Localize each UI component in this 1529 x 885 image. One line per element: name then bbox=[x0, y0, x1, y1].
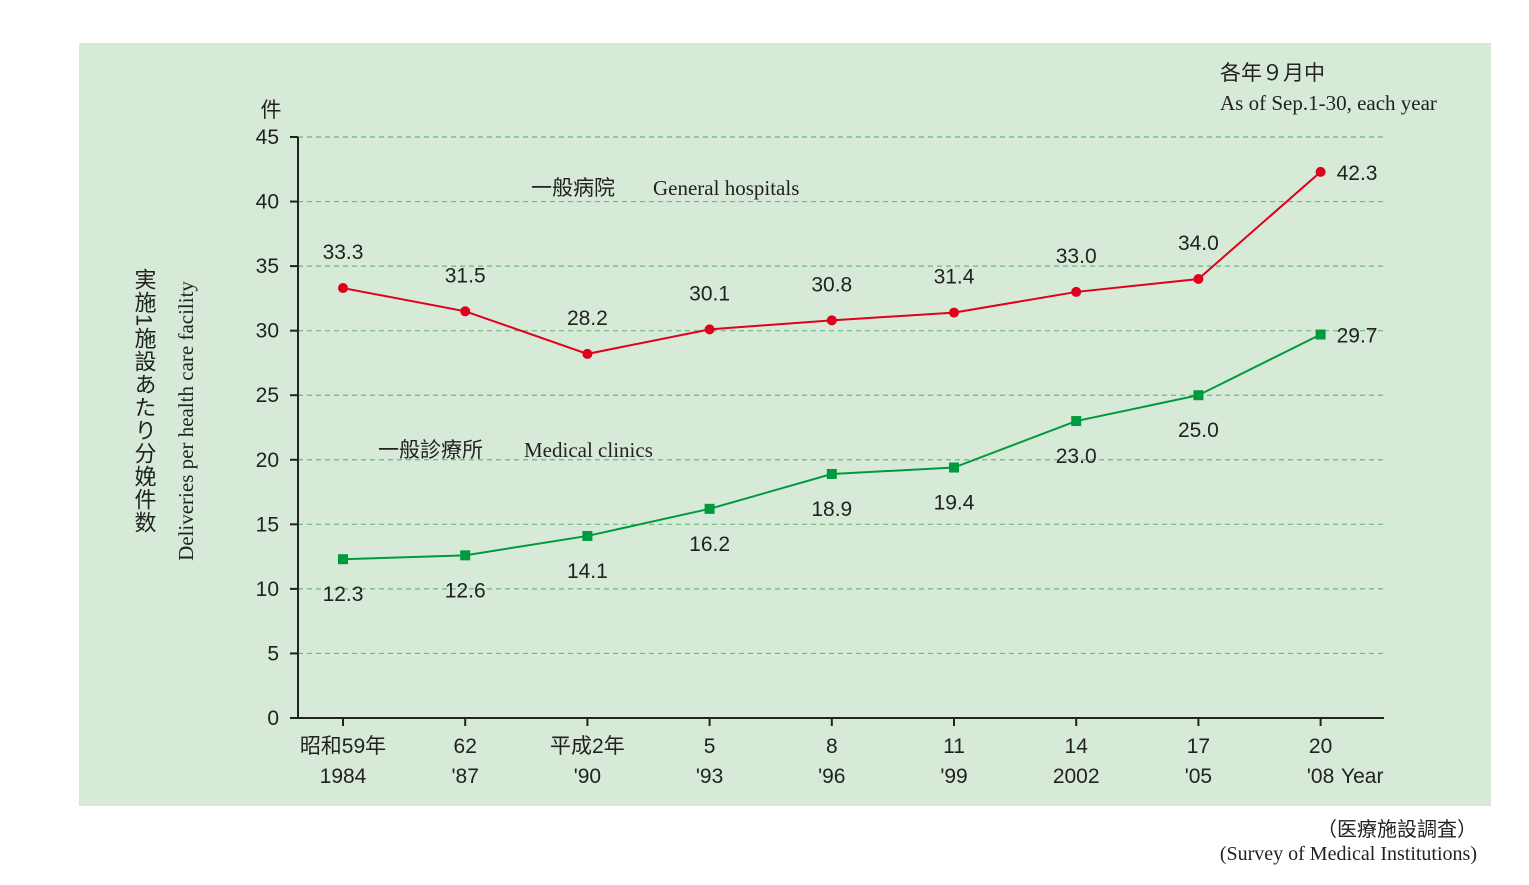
x-tick-label-bottom: '99 bbox=[940, 765, 967, 788]
x-tick-label-bottom: '05 bbox=[1185, 765, 1212, 788]
data-point bbox=[460, 550, 471, 561]
note-ja: 各年９月中 bbox=[1220, 62, 1325, 85]
y-tick-label: 25 bbox=[256, 384, 279, 407]
x-tick-label-top: 昭和59年 bbox=[300, 735, 386, 758]
note-en: As of Sep.1-30, each year bbox=[1220, 91, 1437, 115]
data-label: 18.9 bbox=[811, 498, 852, 521]
x-unit-label: Year bbox=[1341, 765, 1383, 788]
y-tick-label: 5 bbox=[267, 642, 279, 665]
axes bbox=[297, 137, 1384, 719]
data-label: 34.0 bbox=[1178, 232, 1219, 255]
data-point bbox=[1193, 390, 1204, 401]
data-label: 30.8 bbox=[811, 273, 852, 296]
data-label: 16.2 bbox=[689, 533, 730, 556]
y-unit-label: 件 bbox=[261, 99, 282, 122]
line-chart: 0 5 10 15 20 25 30 35 40 45 昭和59年 1984 62 '87 平成2年 '90… bbox=[132, 62, 1437, 788]
y-tick-label: 0 bbox=[267, 707, 279, 730]
x-tick-label-bottom: '90 bbox=[574, 765, 601, 788]
x-tick-label-bottom: '08 bbox=[1307, 765, 1334, 788]
x-tick-label-top: 20 bbox=[1309, 735, 1332, 758]
series-general-hospitals: 33.3 31.5 28.2 30.1 30.8 31.4 33.0 34.0 42.3 bbox=[323, 162, 1378, 359]
y-tick-label: 45 bbox=[256, 126, 279, 149]
data-label: 23.0 bbox=[1056, 445, 1097, 468]
data-point bbox=[338, 283, 348, 294]
data-label: 31.4 bbox=[934, 266, 975, 289]
x-tick-label-top: 8 bbox=[826, 735, 838, 758]
x-tick-label-top: 17 bbox=[1187, 735, 1210, 758]
x-tick-label-top: 62 bbox=[454, 735, 477, 758]
data-label: 31.5 bbox=[445, 264, 486, 287]
data-point bbox=[582, 348, 593, 359]
data-label: 29.7 bbox=[1337, 325, 1378, 348]
chart-panel: 0 5 10 15 20 25 30 35 40 45 昭和59年 1984 62 '87 平成2年 '90… bbox=[79, 43, 1491, 806]
data-point bbox=[1315, 329, 1326, 340]
data-point bbox=[826, 315, 837, 326]
y-axis-label-en: Deliveries per health care facility bbox=[174, 281, 198, 561]
source-en: (Survey of Medical Institutions) bbox=[1219, 843, 1477, 865]
data-point bbox=[582, 530, 593, 541]
data-point bbox=[704, 503, 715, 514]
y-ticks: 0 5 10 15 20 25 30 35 40 45 bbox=[256, 126, 298, 730]
series-name-ja-medical-clinics: 一般診療所 bbox=[378, 439, 483, 462]
x-tick-label-top: 11 bbox=[943, 735, 965, 758]
y-tick-label: 35 bbox=[256, 255, 279, 278]
source-note: （医療施設調査） (Survey of Medical Institutions… bbox=[1220, 818, 1477, 866]
x-tick-label-top: 14 bbox=[1065, 735, 1089, 758]
data-label: 12.3 bbox=[323, 583, 364, 606]
data-point bbox=[1193, 274, 1204, 285]
y-tick-label: 40 bbox=[256, 191, 279, 214]
data-label: 14.1 bbox=[567, 560, 608, 583]
series-name-en-general-hospitals: General hospitals bbox=[653, 176, 799, 200]
x-tick-label-top: 平成2年 bbox=[550, 735, 625, 758]
legend-medical-clinics: 一般診療所 Medical clinics bbox=[378, 438, 653, 462]
x-tick-label-top: 5 bbox=[704, 735, 716, 758]
x-tick-label-bottom: 2002 bbox=[1053, 765, 1100, 788]
x-tick-label-bottom: '93 bbox=[696, 765, 723, 788]
data-point bbox=[460, 306, 471, 317]
data-label: 28.2 bbox=[567, 307, 608, 330]
data-point bbox=[949, 462, 959, 473]
y-axis-label-ja: 実施1施設あたり分娩件数 bbox=[132, 268, 157, 534]
legend-general-hospitals: 一般病院 General hospitals bbox=[531, 176, 799, 200]
data-label: 33.3 bbox=[323, 241, 364, 264]
data-point bbox=[1315, 166, 1326, 177]
x-tick-label-bottom: 1984 bbox=[320, 765, 367, 788]
data-label: 25.0 bbox=[1178, 419, 1219, 442]
x-ticks: 昭和59年 1984 62 '87 平成2年 '90 5 '93 8 '96 11 '99 14 2002… bbox=[300, 718, 1334, 788]
data-label: 19.4 bbox=[934, 492, 975, 515]
data-label: 12.6 bbox=[445, 579, 486, 602]
data-point bbox=[1071, 416, 1082, 427]
data-point bbox=[338, 554, 348, 565]
series-medical-clinics: 12.3 12.6 14.1 16.2 18.9 19.4 23.0 25.0 29.7 bbox=[323, 325, 1378, 607]
data-point bbox=[704, 324, 715, 335]
data-label: 33.0 bbox=[1056, 245, 1097, 268]
series-name-en-medical-clinics: Medical clinics bbox=[524, 438, 653, 462]
data-label: 42.3 bbox=[1337, 162, 1378, 185]
series-line bbox=[342, 333, 1322, 561]
x-tick-label-bottom: '96 bbox=[818, 765, 845, 788]
series-line bbox=[342, 171, 1322, 355]
data-label: 30.1 bbox=[689, 282, 730, 305]
gridlines bbox=[298, 136, 1384, 655]
series: 33.3 31.5 28.2 30.1 30.8 31.4 33.0 34.0 42.3 12.3… bbox=[323, 162, 1378, 606]
y-tick-label: 10 bbox=[256, 578, 279, 601]
data-point bbox=[949, 307, 959, 318]
data-point bbox=[1071, 286, 1082, 297]
y-tick-label: 30 bbox=[256, 320, 279, 343]
x-tick-label-bottom: '87 bbox=[452, 765, 479, 788]
source-ja: （医療施設調査） bbox=[1317, 819, 1477, 841]
y-tick-label: 20 bbox=[256, 449, 279, 472]
y-tick-label: 15 bbox=[256, 513, 279, 536]
data-point bbox=[826, 468, 837, 479]
series-name-ja-general-hospitals: 一般病院 bbox=[531, 177, 615, 200]
